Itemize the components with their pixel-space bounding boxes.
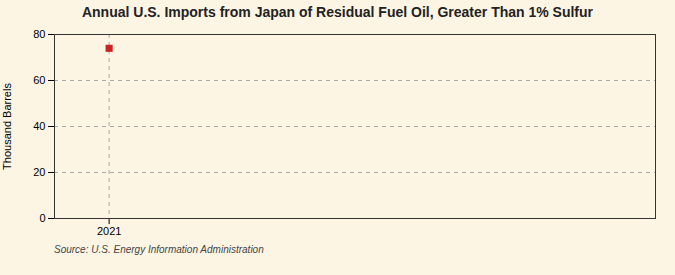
svg-text:40: 40 [33, 120, 45, 132]
html-text:Annual U.S. Imports from Japan: Annual U.S. Imports from Japan of Residu… [82, 4, 593, 20]
svg-text:80: 80 [33, 28, 45, 40]
svg-text:60: 60 [33, 74, 45, 86]
html-text:Source: U.S. Energy Informatio: Source: U.S. Energy Information Administ… [54, 244, 264, 255]
svg-text:0: 0 [39, 212, 45, 224]
svg-text:20: 20 [33, 166, 45, 178]
svg-text:2021: 2021 [97, 225, 121, 237]
svg-text:Thousand Barrels: Thousand Barrels [1, 83, 13, 170]
